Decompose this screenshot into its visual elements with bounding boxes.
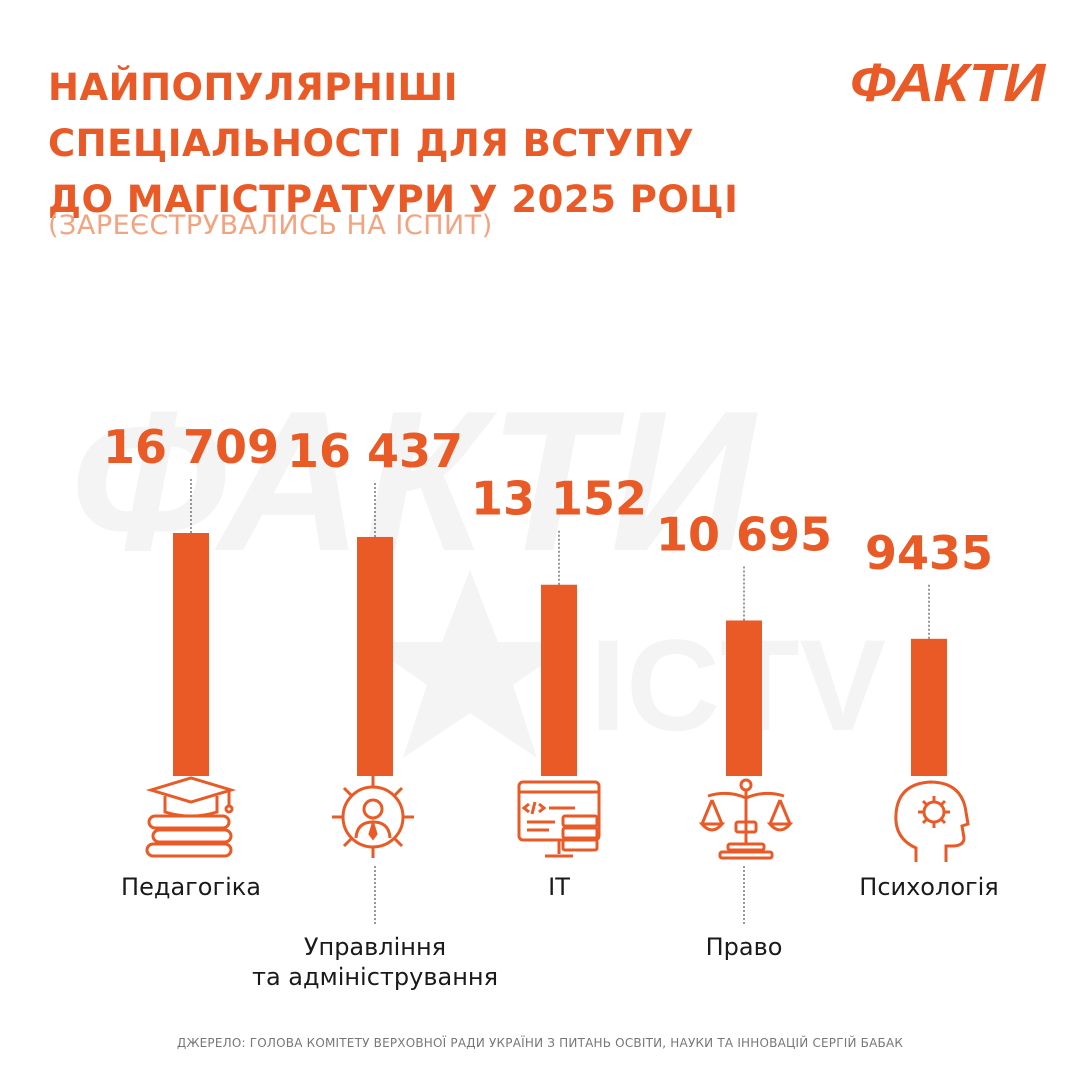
title-line-1: НАЙПОПУЛЯРНІШІ (48, 66, 459, 109)
bar-3 (541, 584, 577, 776)
value-label-2: 16 437 (287, 424, 463, 478)
category-label-line: Педагогіка (121, 873, 261, 901)
category-label-5: Психологія (859, 872, 998, 902)
head-gear-icon (894, 780, 970, 862)
bar-1 (173, 533, 209, 776)
bar-4 (726, 620, 762, 776)
category-label-4: Право (706, 932, 783, 962)
gear-person-icon (332, 776, 414, 858)
bar-2 (357, 536, 393, 776)
books-graduation-cap-icon (145, 776, 237, 858)
scales-of-justice-icon (698, 778, 794, 860)
category-label-1: Педагогіка (121, 872, 261, 902)
value-label-3: 13 152 (471, 472, 647, 526)
brand-logo: ФАКТИ (850, 53, 1045, 113)
bar-5 (911, 638, 947, 776)
category-label-line: IT (548, 873, 570, 901)
chart-title: НАЙПОПУЛЯРНІШІ СПЕЦІАЛЬНОСТІ ДЛЯ ВСТУПУ … (48, 60, 738, 228)
title-line-2: СПЕЦІАЛЬНОСТІ ДЛЯ ВСТУПУ (48, 122, 695, 165)
value-label-5: 9435 (865, 526, 993, 580)
code-window-server-icon (517, 780, 601, 858)
category-label-line: та адміністрування (251, 963, 499, 991)
category-label-line: Право (705, 933, 783, 961)
value-label-4: 10 695 (656, 507, 832, 561)
category-label-line: Психологія (859, 873, 999, 901)
category-label-2: Управління та адміністрування (252, 932, 498, 992)
category-label-line: Управління (303, 933, 447, 961)
source-note: ДЖЕРЕЛО: ГОЛОВА КОМІТЕТУ ВЕРХОВНОЇ РАДИ … (176, 1036, 904, 1050)
watermark-star-icon (365, 570, 575, 758)
category-label-3: IT (548, 872, 570, 902)
value-label-1: 16 709 (103, 420, 279, 474)
title-line-3: ДО МАГІСТРАТУРИ У 2025 РОЦІ (48, 178, 739, 221)
chart-subtitle: (ЗАРЕЄСТРУВАЛИСЬ НА ІСПИТ) (48, 210, 493, 241)
